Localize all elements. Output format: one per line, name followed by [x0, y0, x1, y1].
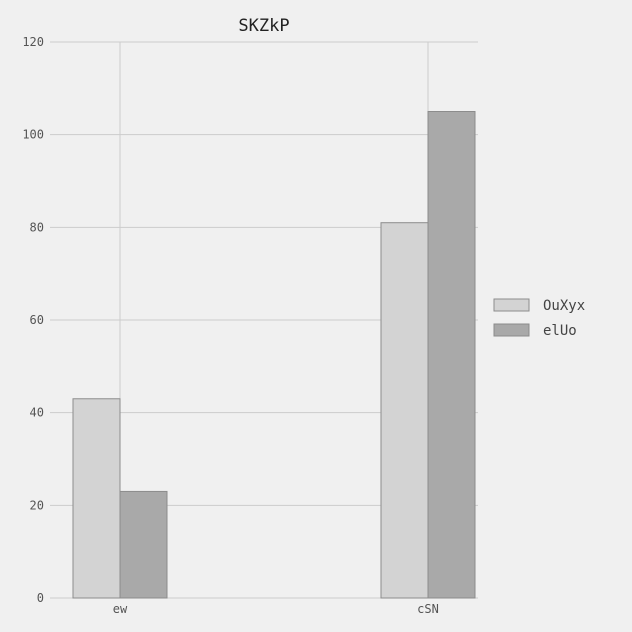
legend-label: elUo: [543, 323, 577, 339]
bar-elUo-cSN: [427, 111, 476, 599]
bar-OuXyx-ew: [72, 398, 121, 599]
x-tick-label: ew: [113, 602, 128, 616]
chart-title: SKZkP: [238, 16, 289, 36]
y-tick-label: 0: [37, 591, 44, 605]
bars: [72, 111, 476, 599]
y-tick-label: 40: [30, 406, 44, 420]
axis-ticks: 0 20 40 60 80 100 120 ew cSN: [22, 35, 439, 616]
y-tick-label: 100: [22, 128, 44, 142]
bar-elUo-ew: [119, 490, 168, 599]
y-tick-label: 120: [22, 35, 44, 49]
legend-swatch: [493, 323, 530, 337]
y-tick-label: 60: [30, 313, 44, 327]
y-tick-label: 80: [30, 220, 44, 234]
legend-swatch: [493, 298, 530, 312]
legend: OuXyx elUo: [493, 298, 585, 339]
x-tick-label: cSN: [417, 602, 439, 616]
bar-OuXyx-cSN: [380, 222, 429, 599]
y-tick-label: 20: [30, 498, 44, 512]
legend-label: OuXyx: [543, 298, 585, 314]
